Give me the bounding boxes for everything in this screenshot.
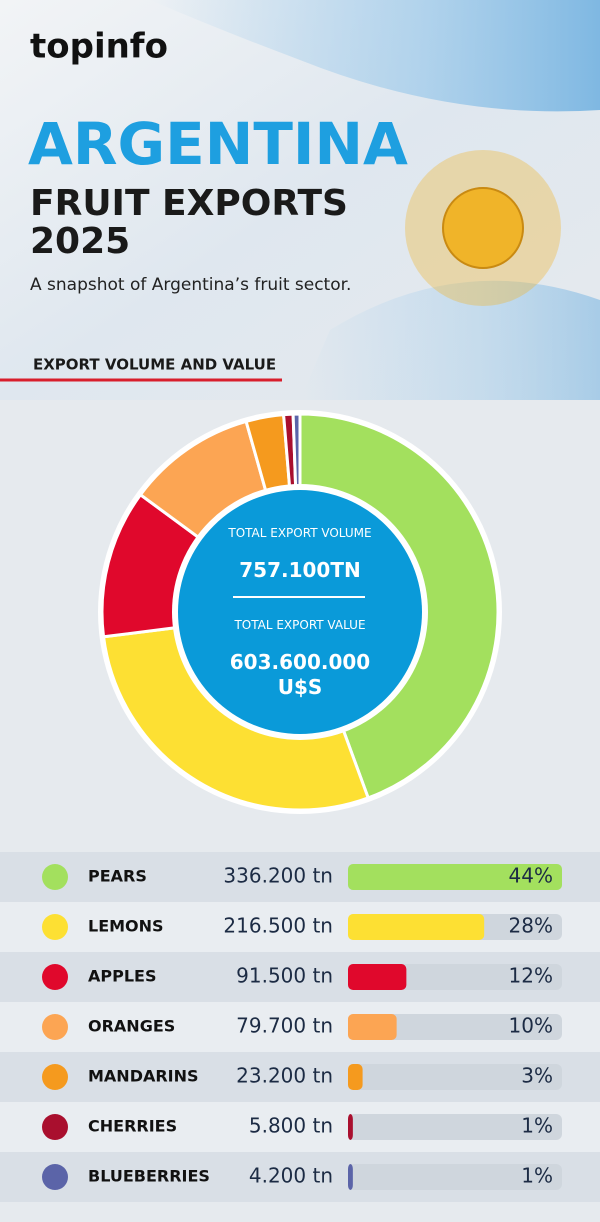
fruit-name: CHERRIES: [88, 1117, 177, 1136]
center-disc: [178, 490, 422, 734]
volume: 5.800 tn: [249, 1114, 333, 1138]
bar-track: [348, 1064, 562, 1090]
fruit-icon: [42, 914, 68, 940]
value-label: TOTAL EXPORT VALUE: [234, 618, 366, 632]
bar: [348, 914, 485, 940]
bar: [348, 1164, 353, 1190]
percent-label: 1%: [521, 1114, 553, 1138]
bar: [348, 864, 562, 890]
volume: 336.200 tn: [223, 864, 333, 888]
fruit-name: APPLES: [88, 967, 156, 986]
percent-label: 3%: [521, 1064, 553, 1088]
volume: 79.700 tn: [236, 1014, 333, 1038]
volume-label: TOTAL EXPORT VOLUME: [228, 526, 372, 540]
bar: [348, 1064, 363, 1090]
year: 2025: [30, 221, 130, 262]
fruit-name: BLUEBERRIES: [88, 1167, 210, 1186]
donut-slice: [291, 412, 302, 489]
fruit-icon: [42, 964, 68, 990]
fruit-name: PEARS: [88, 867, 147, 886]
volume: 4.200 tn: [249, 1164, 333, 1188]
bar-track: [348, 1114, 562, 1140]
fruit-icon: [42, 1164, 68, 1190]
flag-stripe: [150, 0, 600, 112]
description: A snapshot of Argentina’s fruit sector.: [30, 275, 351, 295]
fruit-icon: [42, 1014, 68, 1040]
fruit-icon: [42, 1114, 68, 1140]
volume-total: 757.100TN: [239, 558, 361, 582]
bar: [348, 1114, 353, 1140]
value-total: 603.600.000 U$S: [229, 650, 371, 699]
percent-label: 10%: [509, 1014, 553, 1038]
volume: 91.500 tn: [236, 964, 333, 988]
volume: 216.500 tn: [223, 914, 333, 938]
fruit-name: ORANGES: [88, 1017, 175, 1036]
bar: [348, 1014, 397, 1040]
logo: topinfo: [30, 27, 168, 67]
sun: [442, 187, 524, 269]
fruit-name: MANDARINS: [88, 1067, 199, 1086]
section-title: EXPORT VOLUME AND VALUE: [33, 356, 276, 374]
fruit-name: LEMONS: [88, 917, 164, 936]
fruit-icon: [42, 864, 68, 890]
volume: 23.200 tn: [236, 1064, 333, 1088]
fruit-icon: [42, 1064, 68, 1090]
title: ARGENTINA: [28, 110, 408, 178]
percent-label: 12%: [509, 964, 553, 988]
bar-track: [348, 1014, 562, 1040]
flag-stripe: [300, 280, 600, 400]
bar: [348, 964, 407, 990]
percent-label: 44%: [509, 864, 553, 888]
percent-label: 28%: [509, 914, 553, 938]
subtitle: FRUIT EXPORTS: [30, 183, 348, 224]
percent-label: 1%: [521, 1164, 553, 1188]
bar-track: [348, 1164, 562, 1190]
